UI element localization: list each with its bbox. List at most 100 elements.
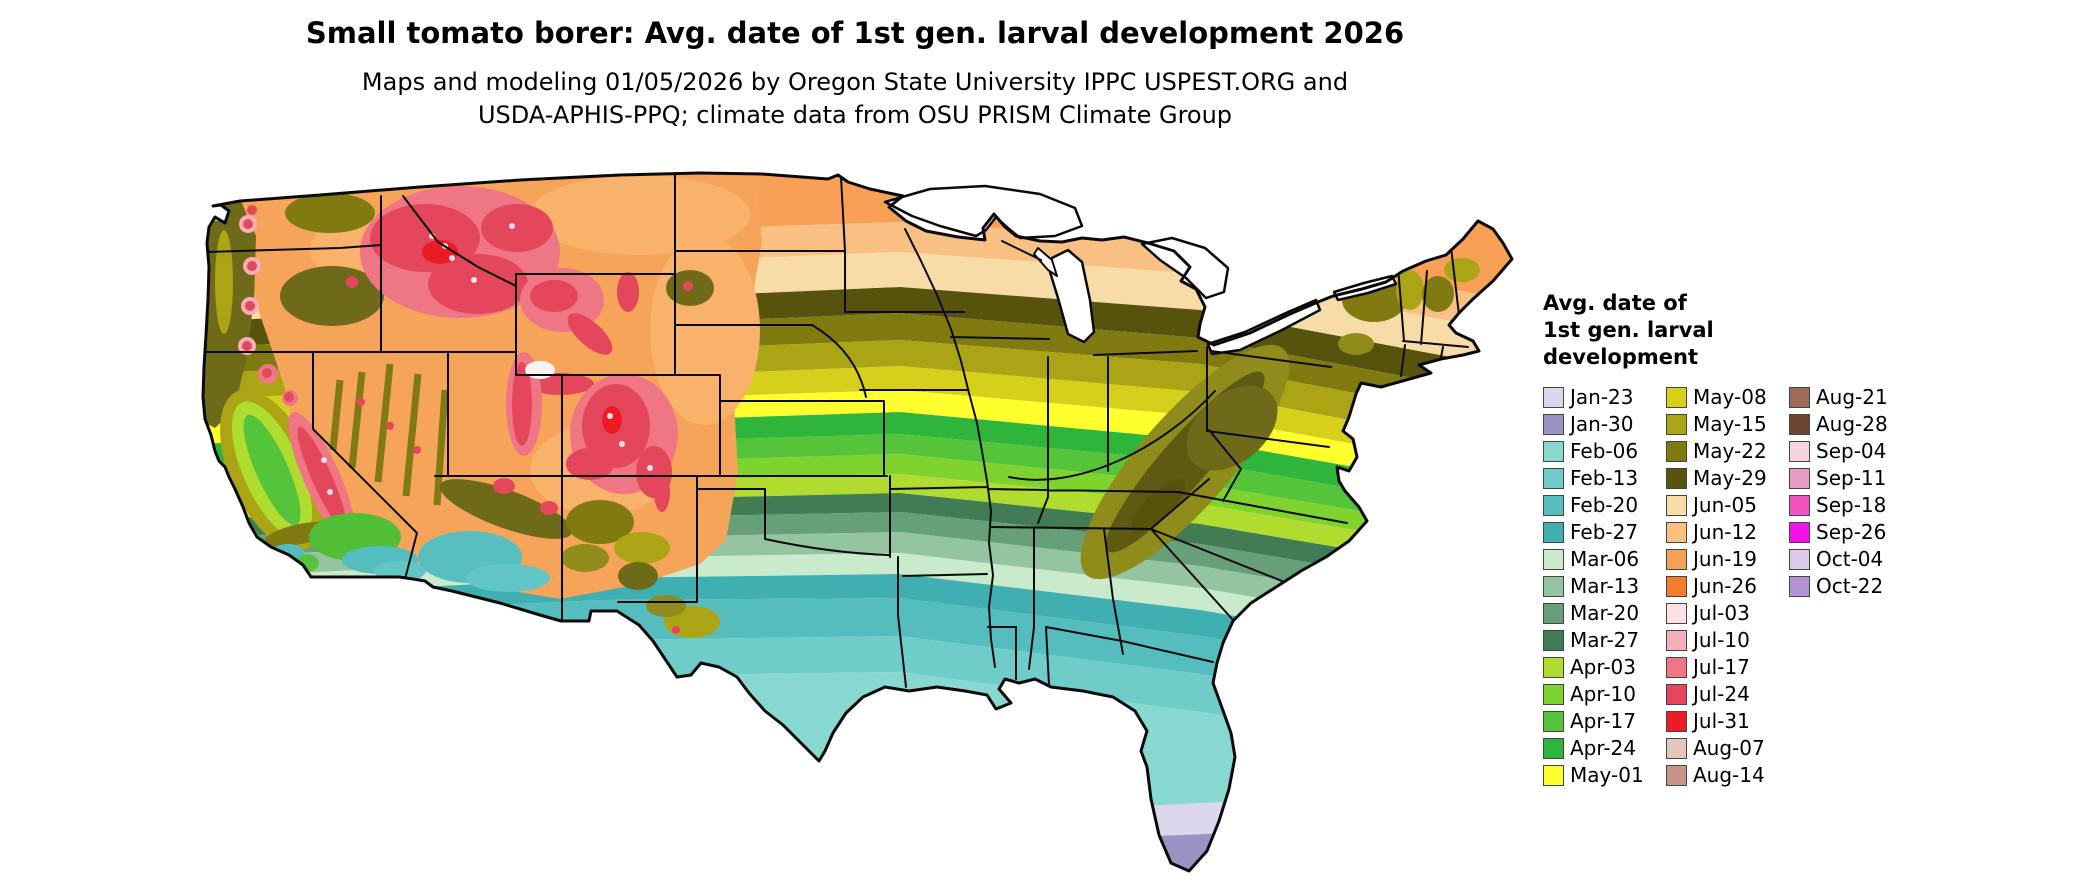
legend-entry-label: Feb-13 — [1570, 466, 1639, 490]
legend-row: Sep-26 — [1789, 521, 1888, 543]
legend-entry-label: Oct-04 — [1816, 547, 1884, 571]
legend-row: Sep-18 — [1789, 494, 1888, 516]
legend-entry-label: Jul-10 — [1693, 628, 1750, 652]
legend-swatch — [1666, 683, 1687, 705]
legend-entry-label: Apr-17 — [1570, 709, 1636, 733]
legend-entry-label: Sep-04 — [1816, 439, 1887, 463]
legend-row: May-01 — [1543, 764, 1666, 786]
lake-michigan — [1048, 248, 1096, 344]
legend-row: Mar-27 — [1543, 629, 1666, 651]
green-bay — [1033, 247, 1058, 277]
legend-entry-label: Feb-27 — [1570, 520, 1639, 544]
legend-swatch — [1789, 413, 1810, 435]
legend-entry-label: Apr-24 — [1570, 736, 1636, 760]
legend-swatch — [1543, 737, 1564, 759]
legend-row: May-29 — [1666, 467, 1789, 489]
legend-swatch — [1666, 629, 1687, 651]
legend-swatch — [1666, 413, 1687, 435]
legend-entry-label: Aug-14 — [1693, 763, 1765, 787]
legend-row: Oct-22 — [1789, 575, 1888, 597]
legend-swatch — [1543, 548, 1564, 570]
legend-swatch — [1543, 683, 1564, 705]
legend-entry-label: Jul-24 — [1693, 682, 1750, 706]
legend-swatch — [1543, 602, 1564, 624]
page-title: Small tomato borer: Avg. date of 1st gen… — [305, 16, 1405, 50]
legend-row: Jan-30 — [1543, 413, 1666, 435]
legend: Avg. date of 1st gen. larval development… — [1543, 290, 1888, 791]
legend-entry-label: Oct-22 — [1816, 574, 1884, 598]
legend-swatch — [1666, 494, 1687, 516]
legend-swatch — [1666, 575, 1687, 597]
legend-row: Jul-31 — [1666, 710, 1789, 732]
legend-swatch — [1789, 575, 1810, 597]
legend-entry-label: Jul-31 — [1693, 709, 1750, 733]
legend-row: Aug-14 — [1666, 764, 1789, 786]
legend-swatch — [1666, 440, 1687, 462]
legend-title: Avg. date of 1st gen. larval development — [1543, 290, 1888, 371]
legend-entry-label: Mar-20 — [1570, 601, 1640, 625]
legend-swatch — [1666, 521, 1687, 543]
legend-swatch — [1666, 386, 1687, 408]
legend-entry-label: Apr-03 — [1570, 655, 1636, 679]
legend-swatch — [1789, 521, 1810, 543]
legend-row: Mar-13 — [1543, 575, 1666, 597]
legend-row: Apr-10 — [1543, 683, 1666, 705]
legend-title-line-3: development — [1543, 345, 1698, 369]
subtitle-line-2: USDA-APHIS-PPQ; climate data from OSU PR… — [477, 101, 1233, 129]
legend-row: May-08 — [1666, 386, 1789, 408]
legend-entry-label: Jun-05 — [1693, 493, 1757, 517]
legend-row: Mar-20 — [1543, 602, 1666, 624]
legend-entry-label: Jan-23 — [1570, 385, 1634, 409]
legend-row: Feb-20 — [1543, 494, 1666, 516]
state-borders — [203, 173, 1469, 688]
header: Small tomato borer: Avg. date of 1st gen… — [0, 16, 1710, 132]
legend-row: Aug-21 — [1789, 386, 1888, 408]
lake-huron — [1140, 236, 1230, 300]
legend-row: Jul-24 — [1666, 683, 1789, 705]
legend-title-line-1: Avg. date of — [1543, 291, 1687, 315]
legend-row: May-22 — [1666, 440, 1789, 462]
legend-swatch — [1543, 764, 1564, 786]
legend-swatch — [1543, 413, 1564, 435]
legend-swatch — [1666, 764, 1687, 786]
legend-swatch — [1543, 467, 1564, 489]
subtitle-line-1: Maps and modeling 01/05/2026 by Oregon S… — [361, 68, 1349, 96]
us-map — [201, 171, 1514, 873]
legend-swatch — [1543, 494, 1564, 516]
legend-row: Jun-19 — [1666, 548, 1789, 570]
legend-entry-label: Feb-06 — [1570, 439, 1639, 463]
legend-entry-label: Jun-12 — [1693, 520, 1757, 544]
legend-row: May-15 — [1666, 413, 1789, 435]
legend-entry-label: Mar-27 — [1570, 628, 1640, 652]
page-subtitle: Maps and modeling 01/05/2026 by Oregon S… — [0, 66, 1710, 132]
legend-entry-label: Jul-17 — [1693, 655, 1750, 679]
legend-columns: Jan-23 Jan-30 Feb-06 Feb-13 Feb-20 Feb-27 Mar-… — [1543, 386, 1888, 791]
legend-row: Feb-13 — [1543, 467, 1666, 489]
legend-row: Apr-03 — [1543, 656, 1666, 678]
legend-row: Aug-28 — [1789, 413, 1888, 435]
legend-entry-label: Jun-26 — [1693, 574, 1757, 598]
legend-entry-label: Jan-30 — [1570, 412, 1634, 436]
legend-column: Jan-23 Jan-30 Feb-06 Feb-13 Feb-20 Feb-27 Mar-… — [1543, 386, 1666, 791]
legend-entry-label: Jul-03 — [1693, 601, 1750, 625]
legend-entry-label: May-22 — [1693, 439, 1767, 463]
legend-entry-label: Feb-20 — [1570, 493, 1639, 517]
legend-swatch — [1789, 548, 1810, 570]
legend-entry-label: May-01 — [1570, 763, 1644, 787]
legend-swatch — [1543, 440, 1564, 462]
legend-row: Apr-17 — [1543, 710, 1666, 732]
legend-swatch — [1666, 656, 1687, 678]
legend-row: Jul-17 — [1666, 656, 1789, 678]
legend-entry-label: May-15 — [1693, 412, 1767, 436]
legend-entry-label: Aug-28 — [1816, 412, 1888, 436]
legend-row: Jan-23 — [1543, 386, 1666, 408]
legend-column: May-08 May-15 May-22 May-29 Jun-05 Jun-12 Jun-… — [1666, 386, 1789, 791]
legend-row: Mar-06 — [1543, 548, 1666, 570]
legend-entry-label: Apr-10 — [1570, 682, 1636, 706]
legend-swatch — [1543, 656, 1564, 678]
legend-swatch — [1543, 575, 1564, 597]
legend-row: Feb-27 — [1543, 521, 1666, 543]
legend-row: Jun-12 — [1666, 521, 1789, 543]
legend-entry-label: Sep-11 — [1816, 466, 1887, 490]
legend-row: Jun-05 — [1666, 494, 1789, 516]
